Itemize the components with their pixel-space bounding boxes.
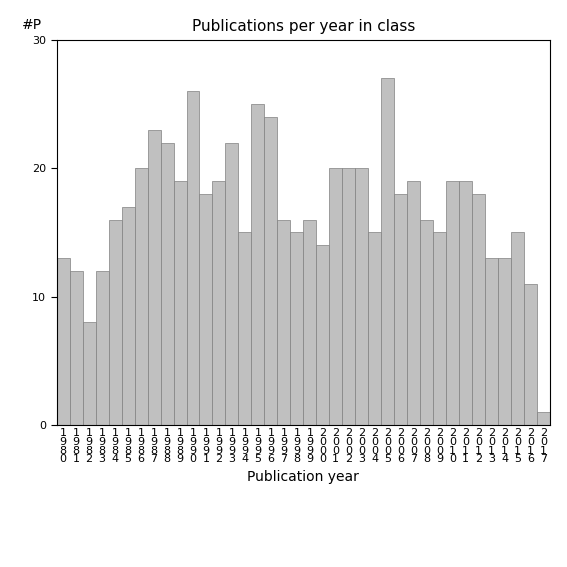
- Bar: [239, 232, 251, 425]
- Bar: [121, 207, 134, 425]
- Bar: [394, 194, 407, 425]
- X-axis label: Publication year: Publication year: [247, 470, 359, 484]
- Bar: [83, 323, 96, 425]
- Bar: [70, 271, 83, 425]
- Bar: [251, 104, 264, 425]
- Bar: [537, 412, 550, 425]
- Bar: [187, 91, 200, 425]
- Bar: [524, 284, 537, 425]
- Title: Publications per year in class: Publications per year in class: [192, 19, 415, 35]
- Bar: [316, 246, 329, 425]
- Bar: [277, 219, 290, 425]
- Bar: [226, 142, 239, 425]
- Bar: [147, 130, 160, 425]
- Bar: [303, 219, 316, 425]
- Bar: [264, 117, 277, 425]
- Bar: [329, 168, 342, 425]
- Bar: [368, 232, 381, 425]
- Bar: [342, 168, 356, 425]
- Bar: [134, 168, 147, 425]
- Text: #P: #P: [22, 18, 43, 32]
- Bar: [109, 219, 121, 425]
- Bar: [433, 232, 446, 425]
- Bar: [57, 258, 70, 425]
- Bar: [96, 271, 109, 425]
- Bar: [407, 181, 420, 425]
- Bar: [498, 258, 511, 425]
- Bar: [213, 181, 226, 425]
- Bar: [420, 219, 433, 425]
- Bar: [459, 181, 472, 425]
- Bar: [160, 142, 174, 425]
- Bar: [174, 181, 187, 425]
- Bar: [485, 258, 498, 425]
- Bar: [290, 232, 303, 425]
- Bar: [356, 168, 368, 425]
- Bar: [511, 232, 524, 425]
- Bar: [200, 194, 213, 425]
- Bar: [446, 181, 459, 425]
- Bar: [381, 78, 394, 425]
- Bar: [472, 194, 485, 425]
